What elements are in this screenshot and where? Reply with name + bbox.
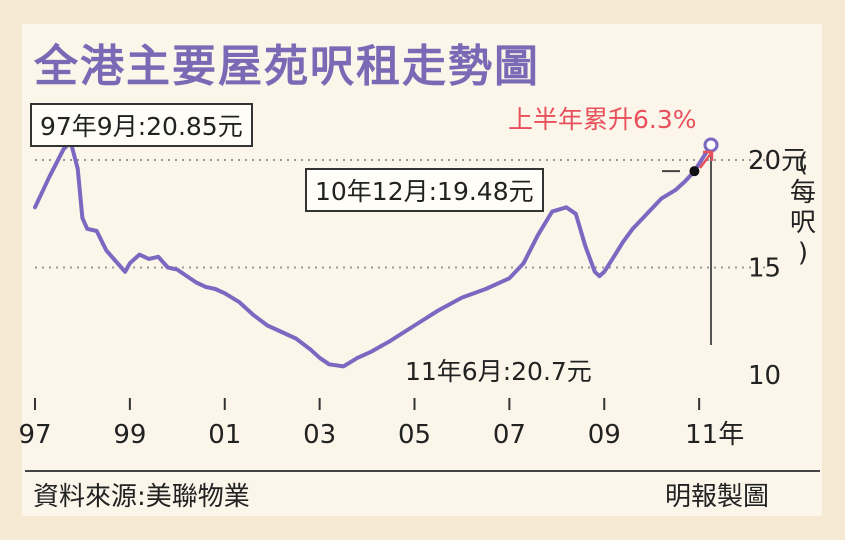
y-unit-label: (每呎) <box>783 148 823 268</box>
point-jun-2011 <box>703 137 719 153</box>
y-unit-char: 每 <box>789 178 816 208</box>
y-unit-char: ) <box>797 238 809 268</box>
source-text: 資料來源:美聯物業 <box>33 482 250 512</box>
footer-bar <box>25 470 820 514</box>
x-tick-label: 99 <box>113 420 146 450</box>
y-unit-char: ( <box>797 148 809 178</box>
marker-lines <box>662 144 712 345</box>
credit-text: 明報製圖 <box>665 482 770 512</box>
y-tick-label: 20元 <box>748 146 807 176</box>
annotation-half-year-rise: 上半年累升6.3% <box>508 105 697 134</box>
x-tick-label: 03 <box>303 420 336 450</box>
x-tick-label: 97 <box>18 420 51 450</box>
x-tick-label: 01 <box>208 420 241 450</box>
rise-arrow-icon <box>699 150 714 169</box>
y-tick-label: 15 <box>748 254 781 284</box>
x-tick-label: 09 <box>588 420 621 450</box>
annotation-jun-2011: 11年6月:20.7元 <box>405 357 592 386</box>
series-line <box>33 139 713 369</box>
x-tick-label: 11年 <box>685 420 744 450</box>
y-unit-char: 呎 <box>789 208 816 238</box>
x-axis: 97 99 01 03 05 07 09 11年 <box>18 398 744 450</box>
y-tick-label: 10 <box>748 361 781 391</box>
annotation-dec-2010: 10年12月:19.48元 <box>305 168 544 212</box>
y-axis: 20元 15 10 <box>748 146 807 391</box>
x-tick-label: 07 <box>493 420 526 450</box>
point-dec-2010 <box>689 166 700 177</box>
x-tick-label: 05 <box>398 420 431 450</box>
annotation-peak: 97年9月:20.85元 <box>30 103 253 147</box>
chart-title: 全港主要屋苑呎租走勢圖 <box>34 41 540 92</box>
